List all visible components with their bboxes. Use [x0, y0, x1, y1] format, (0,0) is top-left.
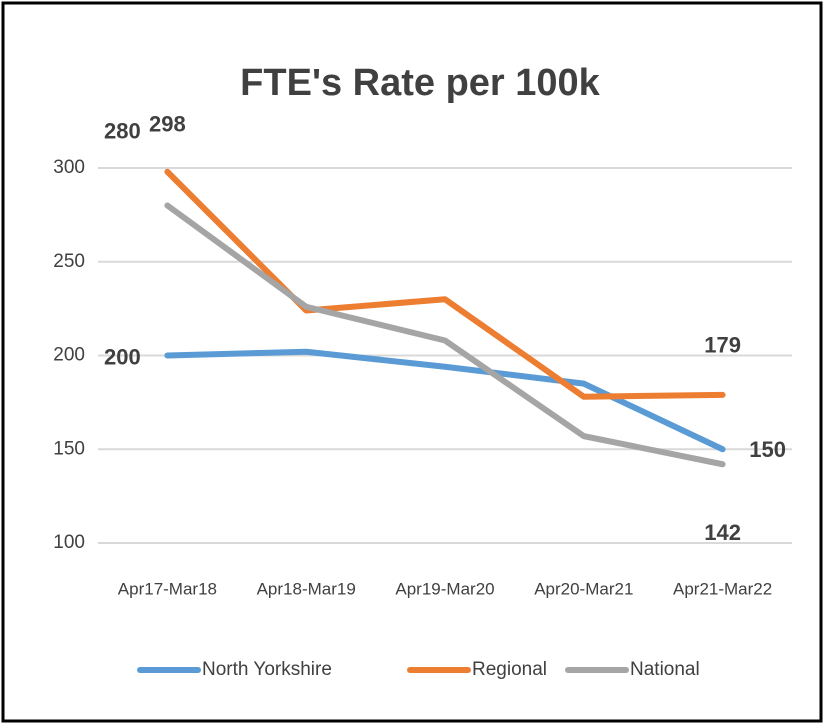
legend-label: North Yorkshire — [202, 659, 332, 680]
x-tick-label: Apr21-Mar22 — [673, 579, 772, 598]
series-line — [164, 348, 726, 453]
y-tick-label: 100 — [53, 532, 85, 553]
legend-label: National — [630, 659, 700, 680]
y-tick-label: 200 — [53, 345, 85, 366]
x-tick-label: Apr20-Mar21 — [534, 579, 633, 598]
data-label: 200 — [104, 344, 141, 369]
chart-title: FTE's Rate per 100k — [240, 62, 601, 104]
legend-label: Regional — [472, 659, 547, 680]
data-label: 179 — [704, 333, 741, 358]
y-tick-label: 250 — [53, 251, 85, 272]
data-label: 142 — [704, 520, 741, 545]
x-tick-label: Apr18-Mar19 — [257, 579, 356, 598]
x-tick-label: Apr17-Mar18 — [118, 579, 217, 598]
data-label: 298 — [149, 112, 186, 137]
x-tick-label: Apr19-Mar20 — [395, 579, 494, 598]
series-line — [164, 202, 726, 468]
data-label: 150 — [749, 437, 786, 462]
series-line — [164, 168, 726, 400]
y-tick-label: 300 — [53, 157, 85, 178]
y-tick-label: 150 — [53, 438, 85, 459]
data-label: 280 — [104, 118, 141, 143]
